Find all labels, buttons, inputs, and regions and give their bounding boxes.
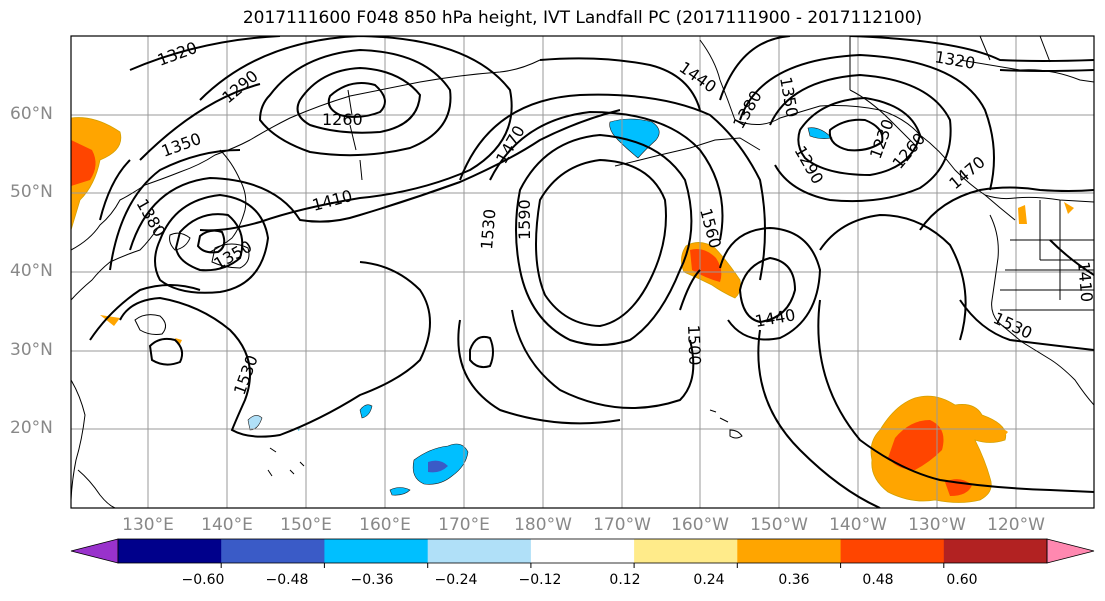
colorbar-tick-label: 0.48 bbox=[862, 572, 894, 588]
colorbar-segment bbox=[737, 539, 841, 563]
colorbar-tick-label: −0.48 bbox=[265, 572, 309, 588]
colorbar-segment bbox=[118, 539, 222, 563]
colorbar-segment bbox=[427, 539, 532, 563]
lon-label: 160°W bbox=[671, 515, 729, 535]
map-frame bbox=[70, 35, 1095, 509]
height-contours bbox=[89, 36, 1094, 508]
contour-label: 1590 bbox=[515, 199, 534, 240]
lat-label: 30°N bbox=[10, 340, 53, 360]
lon-label: 120°W bbox=[987, 515, 1045, 535]
colorbar-segment bbox=[943, 539, 1048, 563]
graticule bbox=[71, 36, 1094, 508]
colorbar-tick-label: 0.36 bbox=[778, 572, 810, 588]
colorbar-tick-label: −0.12 bbox=[518, 572, 562, 588]
lat-label: 20°N bbox=[10, 418, 53, 438]
colorbar-tick-label: 0.60 bbox=[946, 572, 978, 588]
contour-label: 1410 bbox=[1074, 261, 1096, 303]
lon-label: 140°W bbox=[829, 515, 887, 535]
lon-label: 170°W bbox=[593, 515, 651, 535]
colorbar-extend-low bbox=[70, 538, 119, 564]
colorbar-segment bbox=[634, 539, 738, 563]
map-title: 2017111600 F048 850 hPa height, IVT Land… bbox=[242, 8, 923, 28]
lat-label: 60°N bbox=[10, 104, 53, 124]
colorbar-segment bbox=[221, 539, 325, 563]
colorbar-tick-label: −0.24 bbox=[434, 572, 478, 588]
ivt-shading bbox=[71, 117, 1074, 503]
colorbar-segment bbox=[840, 539, 945, 563]
colorbar-segment bbox=[530, 539, 635, 563]
colorbar-tick-label: −0.36 bbox=[350, 572, 394, 588]
lon-label: 130°E bbox=[122, 515, 174, 535]
lat-label: 40°N bbox=[10, 261, 53, 281]
colorbar-segment bbox=[324, 539, 429, 563]
colorbar-tick-label: −0.60 bbox=[181, 572, 225, 588]
colorbar bbox=[70, 538, 1095, 568]
lon-label: 140°E bbox=[201, 515, 253, 535]
lon-label: 130°W bbox=[908, 515, 966, 535]
colorbar-tick-label: 0.24 bbox=[693, 572, 725, 588]
lat-label: 50°N bbox=[10, 182, 53, 202]
lon-label: 150°E bbox=[280, 515, 332, 535]
contour-label: 1500 bbox=[684, 324, 704, 365]
lon-label: 180°W bbox=[514, 515, 572, 535]
lon-label: 160°E bbox=[359, 515, 411, 535]
lon-label: 170°E bbox=[438, 515, 490, 535]
coastlines bbox=[71, 36, 1094, 508]
contour-label: 1530 bbox=[477, 208, 499, 250]
contour-label: 1260 bbox=[322, 110, 363, 129]
lon-label: 150°W bbox=[750, 515, 808, 535]
colorbar-tick-label: 0.12 bbox=[609, 572, 641, 588]
colorbar-extend-high bbox=[1046, 538, 1095, 564]
